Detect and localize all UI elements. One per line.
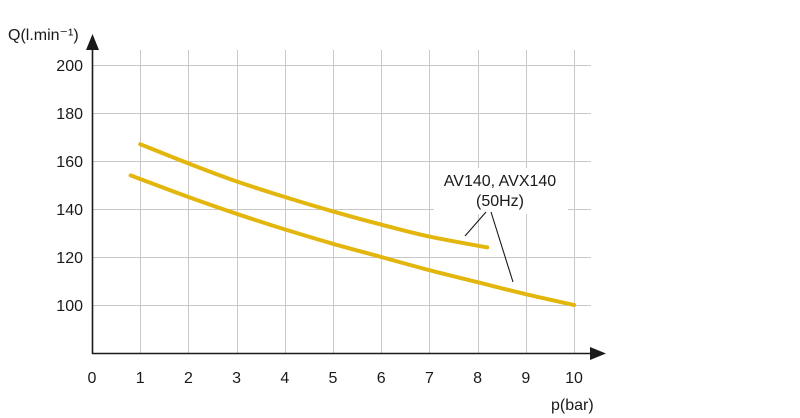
- annotation-leader-upper: [464, 211, 487, 237]
- y-tick-label-120: 120: [56, 250, 83, 267]
- x-tick-label-6: 6: [377, 370, 386, 387]
- x-tick-label-1: 1: [136, 370, 145, 387]
- x-tick-label-9: 9: [521, 370, 530, 387]
- y-tick-label-180: 180: [56, 106, 83, 123]
- x-tick-labels: 0 1 2 3 4 5 6 7 8 9 10: [88, 370, 583, 387]
- x-tick-label-2: 2: [184, 370, 193, 387]
- y-tick-label-140: 140: [56, 202, 83, 219]
- x-tick-label-7: 7: [425, 370, 434, 387]
- x-tick-label-10: 10: [565, 370, 583, 387]
- y-axis-title: Q(l.min⁻¹): [8, 27, 79, 44]
- y-tick-label-160: 160: [56, 154, 83, 171]
- y-tick-label-200: 200: [56, 58, 83, 75]
- series-line-2: [128, 173, 576, 307]
- annotation-line-2: (50Hz): [476, 193, 524, 210]
- x-tick-label-0: 0: [88, 370, 97, 387]
- x-tick-label-4: 4: [280, 370, 289, 387]
- annotation-leader-lower: [490, 211, 514, 283]
- annotation-line-1: AV140, AVX140: [444, 173, 556, 190]
- series-line-1: [138, 142, 490, 250]
- y-axis-arrow: [86, 34, 99, 50]
- x-axis-title: p(bar): [551, 397, 594, 414]
- series-layer: [128, 142, 576, 307]
- x-tick-label-8: 8: [473, 370, 482, 387]
- x-axis-arrow: [590, 347, 606, 360]
- annotation: AV140, AVX140 (50Hz): [434, 168, 568, 283]
- x-tick-label-3: 3: [232, 370, 241, 387]
- annotation-background: [434, 168, 568, 214]
- y-tick-labels: 100 120 140 160 180 200: [56, 58, 83, 315]
- x-tick-label-5: 5: [329, 370, 338, 387]
- y-tick-label-100: 100: [56, 298, 83, 315]
